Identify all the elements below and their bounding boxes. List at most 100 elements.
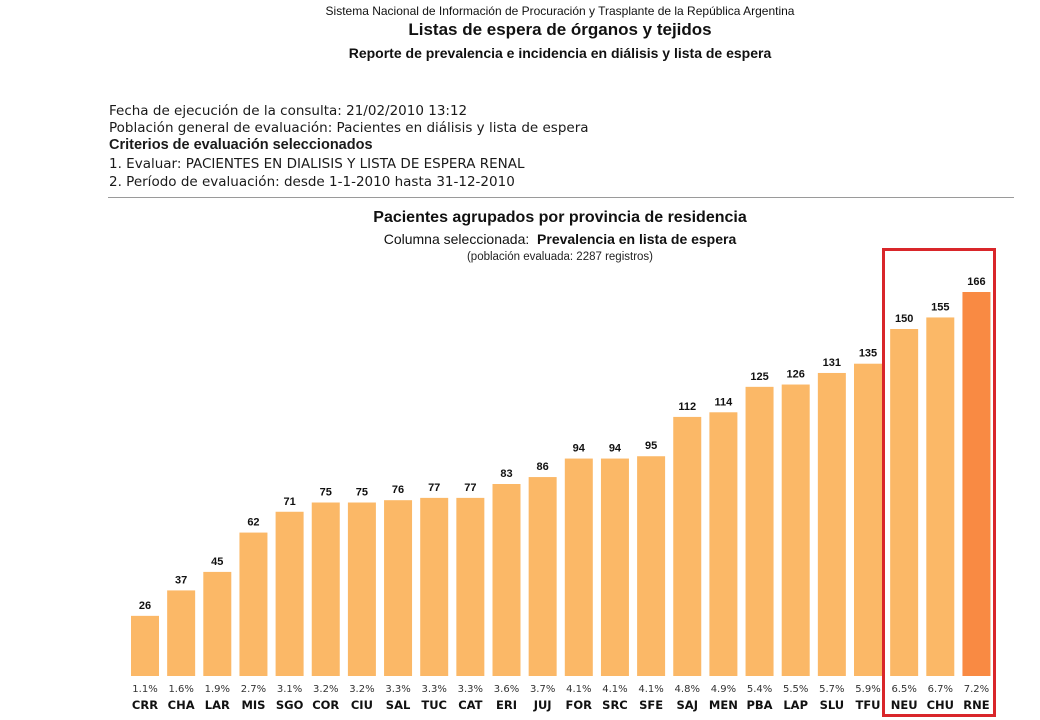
- bar-src: [600, 458, 629, 676]
- bar-ciu: [347, 502, 376, 676]
- value-label-crr: 26: [139, 600, 151, 612]
- category-label-lap: LAP: [783, 698, 808, 712]
- value-label-chu: 155: [931, 301, 949, 313]
- category-label-cat: CAT: [458, 698, 482, 712]
- bar-for: [564, 458, 593, 676]
- value-label-lar: 45: [211, 556, 223, 568]
- percent-label-lap: 5.5%: [783, 684, 808, 695]
- selected-column-label: Columna seleccionada:: [383, 231, 530, 247]
- percent-label-pba: 5.4%: [747, 684, 772, 695]
- category-label-pba: PBA: [746, 698, 772, 712]
- percent-label-sfe: 4.1%: [638, 684, 663, 695]
- report-subtitle: Reporte de prevalencia e incidencia en d…: [348, 45, 772, 61]
- value-label-for: 94: [573, 443, 586, 455]
- percent-label-crr: 1.1%: [132, 684, 157, 695]
- criterion-2: 2. Período de evaluación: desde 1-1-2010…: [109, 174, 515, 190]
- percent-label-cor: 3.2%: [313, 684, 338, 695]
- criterion-1: 1. Evaluar: PACIENTES EN DIALISIS Y LIST…: [109, 156, 525, 172]
- value-label-cat: 77: [464, 482, 476, 494]
- section-divider: [108, 197, 1014, 198]
- value-label-pba: 125: [750, 371, 768, 383]
- percent-label-juj: 3.7%: [530, 684, 555, 695]
- highlight-box: [882, 248, 996, 717]
- category-label-sgo: SGO: [276, 698, 304, 712]
- category-label-cor: COR: [312, 698, 339, 712]
- bar-lap: [781, 384, 810, 676]
- percent-label-cat: 3.3%: [458, 684, 483, 695]
- category-label-juj: JUJ: [533, 698, 552, 712]
- percent-label-ciu: 3.2%: [349, 684, 374, 695]
- percent-label-sgo: 3.1%: [277, 684, 302, 695]
- percent-label-rne: 7.2%: [964, 684, 989, 695]
- value-label-slu: 131: [823, 357, 841, 369]
- value-label-saj: 112: [678, 401, 696, 413]
- percent-label-tuc: 3.3%: [421, 684, 446, 695]
- value-label-sal: 76: [392, 484, 404, 496]
- value-label-cha: 37: [175, 574, 187, 586]
- percent-label-slu: 5.7%: [819, 684, 844, 695]
- value-label-mis: 62: [247, 517, 259, 529]
- bar-saj: [673, 416, 702, 676]
- report-title: Listas de espera de órganos y tejidos: [408, 20, 712, 39]
- selected-column: Columna seleccionada: Prevalencia en lis…: [0, 231, 1040, 247]
- value-label-sfe: 95: [645, 440, 657, 452]
- percent-label-neu: 6.5%: [891, 684, 916, 695]
- category-label-cha: CHA: [168, 698, 195, 712]
- category-label-saj: SAJ: [677, 698, 698, 712]
- percent-label-saj: 4.8%: [675, 684, 700, 695]
- percent-label-sal: 3.3%: [385, 684, 410, 695]
- bar-lar: [203, 571, 232, 676]
- value-label-men: 114: [715, 396, 734, 408]
- bar-men: [709, 412, 738, 676]
- value-label-eri: 83: [500, 468, 512, 480]
- category-label-ciu: CIU: [351, 698, 373, 712]
- category-label-eri: ERI: [496, 698, 517, 712]
- percent-label-src: 4.1%: [602, 684, 627, 695]
- value-label-lap: 126: [787, 369, 805, 381]
- bar-sal: [384, 500, 413, 676]
- query-population: Población general de evaluación: Pacient…: [109, 120, 589, 136]
- bar-chu: [926, 317, 955, 676]
- value-label-cor: 75: [320, 487, 332, 499]
- bar-sfe: [637, 456, 666, 676]
- percent-label-for: 4.1%: [566, 684, 591, 695]
- bar-neu: [890, 329, 919, 676]
- bar-pba: [745, 386, 774, 676]
- percent-label-men: 4.9%: [711, 684, 736, 695]
- bar-cor: [311, 502, 340, 676]
- category-label-tuc: TUC: [421, 698, 447, 712]
- value-label-rne: 166: [967, 276, 985, 288]
- bar-crr: [131, 615, 159, 676]
- bar-sgo: [275, 511, 304, 676]
- value-label-src: 94: [609, 443, 622, 455]
- category-label-crr: CRR: [132, 698, 158, 712]
- category-label-tfu: TFU: [855, 698, 880, 712]
- category-label-sfe: SFE: [639, 698, 663, 712]
- category-label-lar: LAR: [205, 698, 230, 712]
- percent-label-tfu: 5.9%: [855, 684, 880, 695]
- selected-column-value: Prevalencia en lista de espera: [537, 231, 737, 247]
- percent-label-eri: 3.6%: [494, 684, 519, 695]
- value-label-juj: 86: [537, 461, 549, 473]
- percent-label-cha: 1.6%: [168, 684, 193, 695]
- category-label-mis: MIS: [241, 698, 265, 712]
- category-label-src: SRC: [602, 698, 628, 712]
- evaluated-population: (población evaluada: 2287 registros): [466, 251, 654, 263]
- category-label-chu: CHU: [927, 698, 954, 712]
- category-label-rne: RNE: [963, 698, 989, 712]
- value-label-tfu: 135: [859, 348, 877, 360]
- criteria-heading: Criterios de evaluación seleccionados: [109, 137, 373, 153]
- query-date: Fecha de ejecución de la consulta: 21/02…: [109, 103, 468, 119]
- bar-tuc: [420, 497, 449, 676]
- chart-title: Pacientes agrupados por provincia de res…: [373, 209, 747, 226]
- value-label-ciu: 75: [356, 487, 368, 499]
- category-label-men: MEN: [709, 698, 738, 712]
- value-label-sgo: 71: [283, 496, 295, 508]
- value-label-neu: 150: [895, 313, 913, 325]
- bar-cha: [167, 590, 196, 676]
- category-label-slu: SLU: [820, 698, 845, 712]
- system-name: Sistema Nacional de Información de Procu…: [325, 4, 795, 18]
- bar-cat: [456, 497, 485, 676]
- percent-label-chu: 6.7%: [928, 684, 953, 695]
